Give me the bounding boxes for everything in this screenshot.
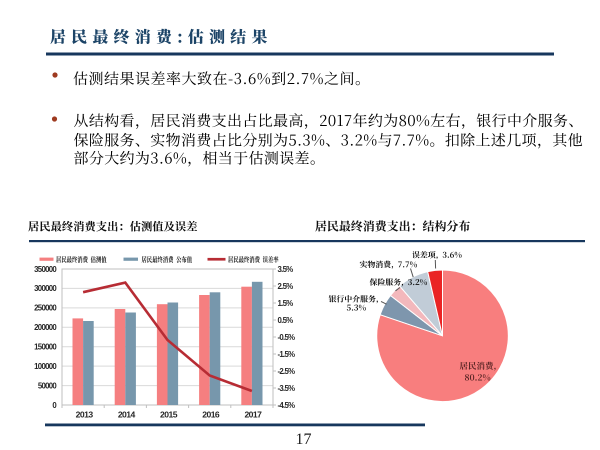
svg-text:250000: 250000 bbox=[34, 304, 57, 313]
svg-text:50000: 50000 bbox=[38, 381, 58, 390]
svg-text:150000: 150000 bbox=[34, 343, 57, 352]
svg-text:2015: 2015 bbox=[160, 409, 178, 419]
svg-text:-3.5%: -3.5% bbox=[278, 384, 296, 393]
svg-text:2017: 2017 bbox=[244, 409, 262, 419]
svg-text:2.5%: 2.5% bbox=[278, 282, 294, 291]
svg-text:2013: 2013 bbox=[76, 409, 94, 419]
svg-text:3.5%: 3.5% bbox=[278, 265, 294, 274]
svg-text:350000: 350000 bbox=[34, 265, 57, 274]
svg-text:300000: 300000 bbox=[34, 284, 57, 293]
svg-text:0: 0 bbox=[52, 401, 57, 410]
svg-text:17: 17 bbox=[296, 431, 312, 448]
svg-text:-0.5%: -0.5% bbox=[278, 333, 296, 342]
svg-text:-2.5%: -2.5% bbox=[278, 367, 296, 376]
svg-text:1.5%: 1.5% bbox=[278, 299, 294, 308]
svg-text:100000: 100000 bbox=[34, 362, 57, 371]
svg-text:200000: 200000 bbox=[34, 323, 57, 332]
svg-text:0.5%: 0.5% bbox=[278, 316, 294, 325]
svg-text:2014: 2014 bbox=[118, 409, 136, 419]
svg-text:-4.5%: -4.5% bbox=[278, 401, 296, 410]
svg-text:-1.5%: -1.5% bbox=[278, 350, 296, 359]
svg-text:2016: 2016 bbox=[202, 409, 220, 419]
